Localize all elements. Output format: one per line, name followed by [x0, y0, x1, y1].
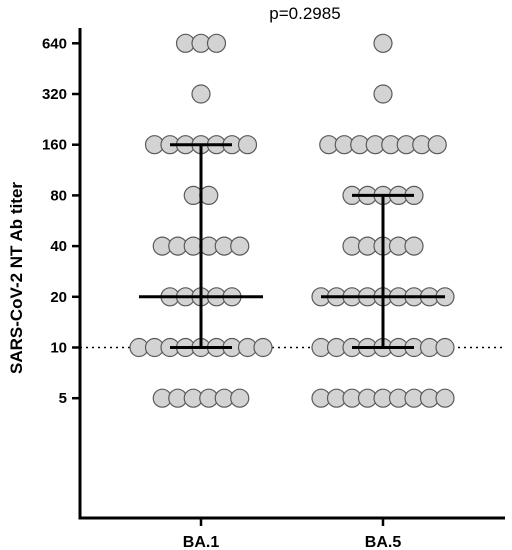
- y-axis-label: SARS-CoV-2 NT Ab titer: [7, 182, 26, 374]
- data-point-ba-5-5-9: [435, 388, 455, 408]
- x-tick-label-ba-1: BA.1: [183, 534, 220, 550]
- y-tick-label-10: 10: [50, 340, 67, 357]
- plot-area: 5 10 20 40 80 160 320 640 BA.1 BA.5: [42, 28, 505, 550]
- data-point-ba-5-640-1: [373, 33, 393, 53]
- data-point-ba-1-640-3: [206, 33, 227, 53]
- y-tick-label-320: 320: [42, 86, 67, 103]
- data-point-ba-5-320-1: [373, 84, 393, 104]
- data-point-ba-5-40-5: [404, 236, 424, 256]
- data-point-ba-1-40-6: [230, 236, 250, 256]
- y-tick-label-80: 80: [50, 187, 67, 204]
- data-point-ba-1-5-6: [230, 388, 250, 408]
- p-value-annotation: p=0.2985: [269, 4, 340, 23]
- data-point-ba-1-10-9: [253, 337, 273, 358]
- y-tick-label-40: 40: [50, 238, 67, 255]
- data-point-ba-1-160-7: [237, 135, 258, 155]
- y-tick-label-160: 160: [42, 137, 67, 154]
- x-tick-label-ba-5: BA.5: [365, 534, 402, 550]
- y-tick-label-5: 5: [59, 390, 67, 407]
- y-tick-label-20: 20: [50, 289, 67, 306]
- y-tick-label-640: 640: [42, 35, 67, 52]
- data-point-ba-5-10-9: [435, 337, 455, 358]
- data-point-ba-1-320-1: [191, 84, 211, 104]
- data-point-ba-5-160-8: [427, 135, 447, 155]
